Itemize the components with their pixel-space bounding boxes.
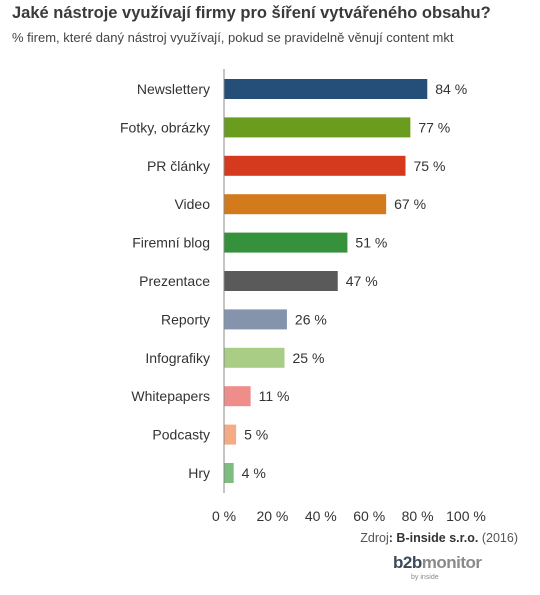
x-tick-label: 100 % bbox=[446, 508, 486, 524]
category-label: Hry bbox=[188, 465, 210, 481]
category-label: Fotky, obrázky bbox=[120, 119, 210, 135]
bar bbox=[224, 79, 428, 99]
x-tick-label: 60 % bbox=[353, 508, 385, 524]
bar bbox=[224, 386, 251, 407]
x-tick-label: 20 % bbox=[256, 508, 288, 524]
b2bmonitor-logo: b2bmonitor by inside bbox=[393, 553, 503, 591]
source-note: Zdroj: B-inside s.r.o. (2016) bbox=[360, 531, 518, 545]
bar bbox=[224, 424, 237, 445]
category-label: Firemní blog bbox=[132, 235, 210, 251]
bar bbox=[224, 347, 285, 368]
value-label: 4 % bbox=[242, 465, 266, 481]
x-tick-label: 0 % bbox=[212, 508, 236, 524]
value-label: 11 % bbox=[259, 388, 290, 404]
bar bbox=[224, 309, 287, 330]
bar bbox=[224, 155, 406, 176]
value-label: 75 % bbox=[414, 158, 446, 174]
x-tick-label: 40 % bbox=[305, 508, 337, 524]
logo-part1: b2b bbox=[393, 553, 422, 572]
value-label: 77 % bbox=[418, 119, 450, 135]
chart-title: Jaké nástroje využívají firmy pro šíření… bbox=[12, 4, 491, 22]
category-label: Infografiky bbox=[145, 350, 210, 366]
value-label: 51 % bbox=[355, 235, 387, 251]
logo-sub: by inside bbox=[411, 574, 439, 581]
source-name: : B-inside s.r.o. bbox=[388, 531, 479, 545]
source-prefix: Zdroj bbox=[360, 531, 389, 545]
bar bbox=[224, 117, 411, 138]
category-label: Reporty bbox=[161, 311, 210, 327]
value-label: 84 % bbox=[435, 81, 467, 97]
value-label: 67 % bbox=[394, 196, 426, 212]
bar bbox=[224, 232, 348, 253]
value-label: 5 % bbox=[244, 427, 268, 443]
source-year: (2016) bbox=[478, 531, 518, 545]
category-label: Whitepapers bbox=[131, 388, 210, 404]
category-label: Podcasty bbox=[152, 427, 210, 443]
value-label: 47 % bbox=[346, 273, 378, 289]
category-label: Prezentace bbox=[139, 273, 210, 289]
value-label: 26 % bbox=[295, 311, 327, 327]
chart-subtitle: % firem, které daný nástroj využívají, p… bbox=[12, 30, 454, 45]
bar bbox=[224, 463, 234, 483]
logo-part2: monitor bbox=[421, 553, 482, 572]
bar bbox=[224, 271, 338, 291]
value-label: 25 % bbox=[293, 350, 325, 366]
x-tick-label: 80 % bbox=[402, 508, 434, 524]
category-label: Newslettery bbox=[137, 81, 210, 97]
bar bbox=[224, 194, 387, 215]
category-label: PR články bbox=[147, 158, 210, 174]
category-label: Video bbox=[174, 196, 210, 212]
